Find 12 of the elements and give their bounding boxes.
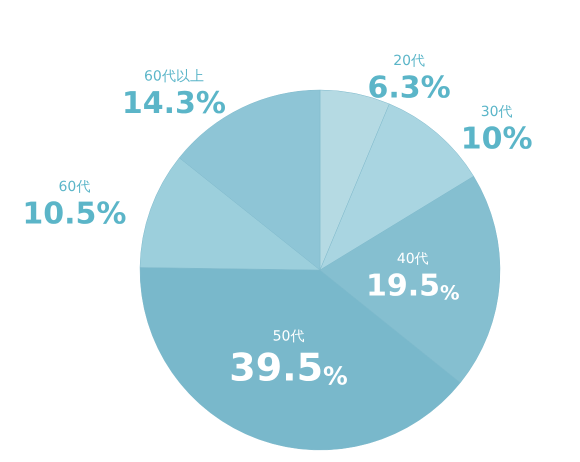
data-label: 10.5%: [22, 196, 126, 232]
slice-label: 30代: [480, 104, 513, 120]
slice-label: 20代: [393, 52, 426, 69]
data-label: 6.3%: [368, 70, 451, 106]
slice-label: 60代: [58, 178, 90, 195]
slice-label: 40代: [396, 250, 429, 267]
slice-label: 50代: [272, 328, 304, 345]
data-label: 10%: [460, 121, 533, 156]
data-label: 14.3%: [122, 86, 226, 121]
slice-label: 60代以上: [144, 68, 204, 84]
data-label: 39.5%: [229, 346, 348, 391]
data-label: 19.5%: [366, 268, 460, 304]
